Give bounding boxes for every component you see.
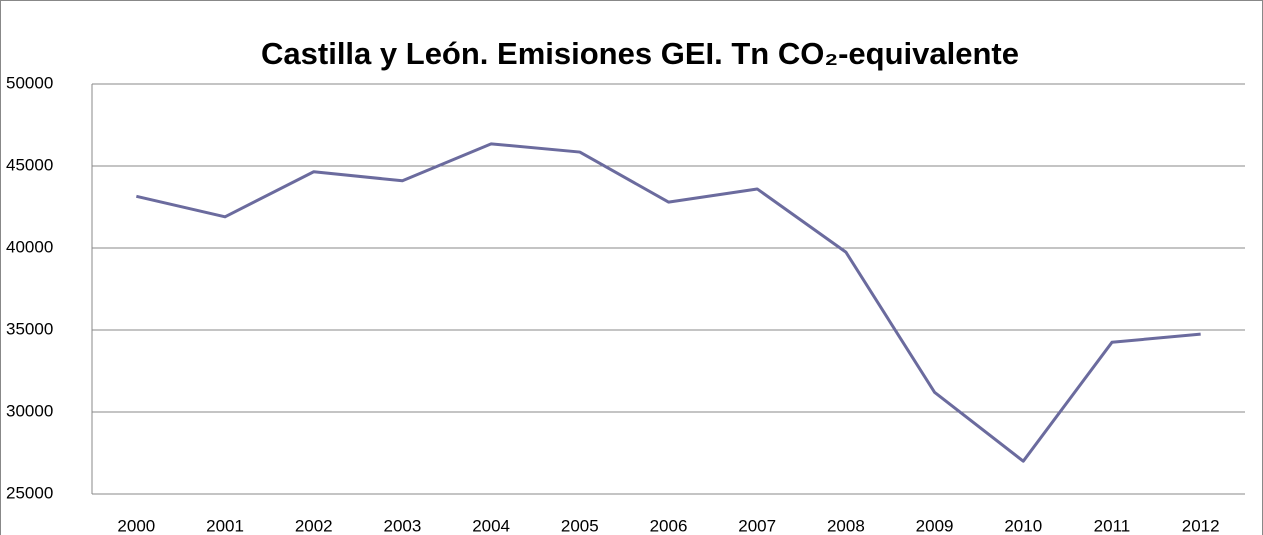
x-tick-label: 2000	[117, 516, 155, 535]
x-tick-label: 2012	[1182, 516, 1220, 535]
y-tick-label: 50000	[6, 73, 53, 92]
x-tick-label: 2006	[650, 516, 688, 535]
x-tick-label: 2008	[827, 516, 865, 535]
x-tick-label: 2005	[561, 516, 599, 535]
y-tick-label: 30000	[6, 401, 53, 420]
x-tick-label: 2010	[1004, 516, 1042, 535]
x-tick-label: 2007	[738, 516, 776, 535]
y-tick-label: 40000	[6, 237, 53, 256]
chart-title: Castilla y León. Emisiones GEI. Tn CO₂-e…	[261, 36, 1019, 71]
x-tick-label: 2009	[916, 516, 954, 535]
y-tick-label: 35000	[6, 319, 53, 338]
x-tick-label: 2001	[206, 516, 244, 535]
y-tick-label: 25000	[6, 483, 53, 502]
x-tick-label: 2011	[1094, 516, 1131, 535]
x-tick-label: 2004	[472, 516, 510, 535]
data-line	[136, 142, 1201, 463]
y-tick-label: 45000	[6, 155, 53, 174]
x-tick-label: 2002	[295, 516, 333, 535]
x-tick-label: 2003	[384, 516, 422, 535]
